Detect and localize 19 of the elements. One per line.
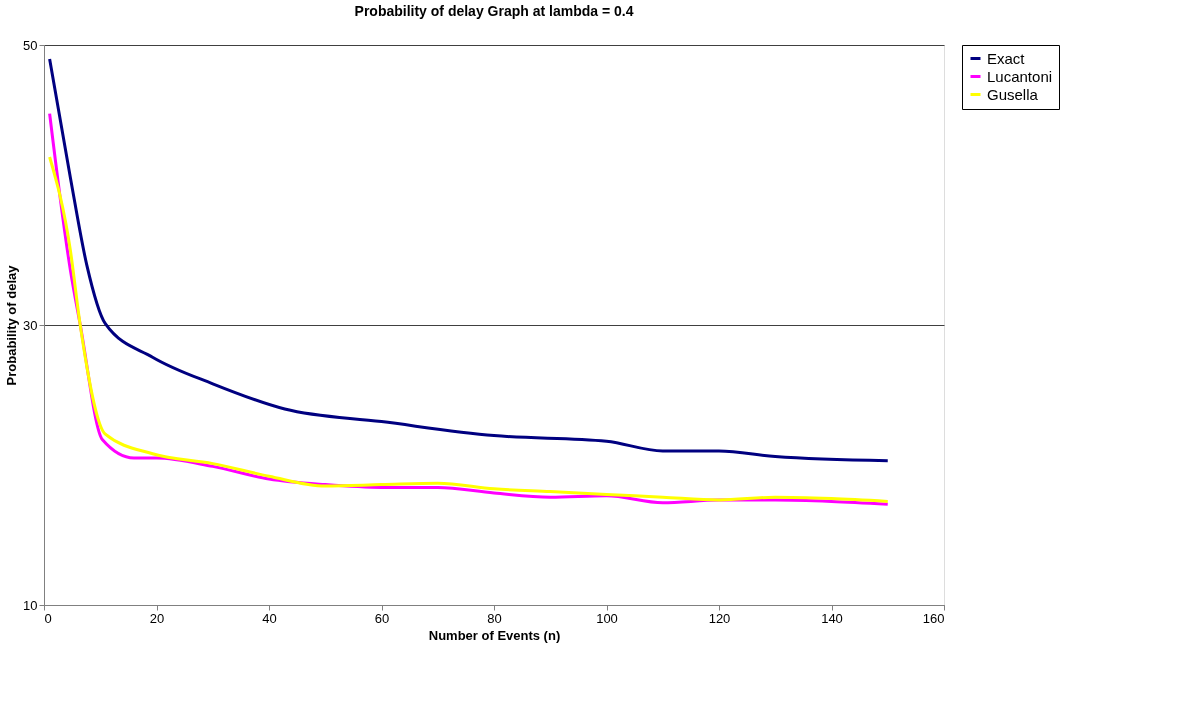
x-tick-label: 60: [374, 610, 390, 626]
x-tick-label: 140: [821, 610, 843, 626]
x-tick-label: 40: [262, 610, 277, 626]
legend-label: Lucantoni: [987, 67, 1053, 85]
x-axis-title: Number of Events (n): [428, 627, 561, 643]
legend-label: Exact: [987, 49, 1026, 67]
x-tick-label: 20: [149, 610, 165, 626]
x-tick-label: 120: [708, 610, 731, 626]
line-series: [48, 57, 890, 463]
x-tick-label: 100: [596, 610, 618, 626]
x-tick-label: 160: [922, 610, 945, 626]
x-tick-label: 80: [487, 610, 502, 626]
y-tick-label: 10: [23, 597, 38, 613]
y-axis-title: Probability of delay: [4, 264, 20, 386]
chart-title: Probability of delay Graph at lambda = 0.4: [354, 3, 634, 19]
y-tick-label: 50: [23, 37, 38, 53]
legend-label: Gusella: [987, 85, 1039, 103]
y-tick-label: 30: [23, 317, 38, 333]
x-tick-label: 0: [44, 610, 52, 626]
